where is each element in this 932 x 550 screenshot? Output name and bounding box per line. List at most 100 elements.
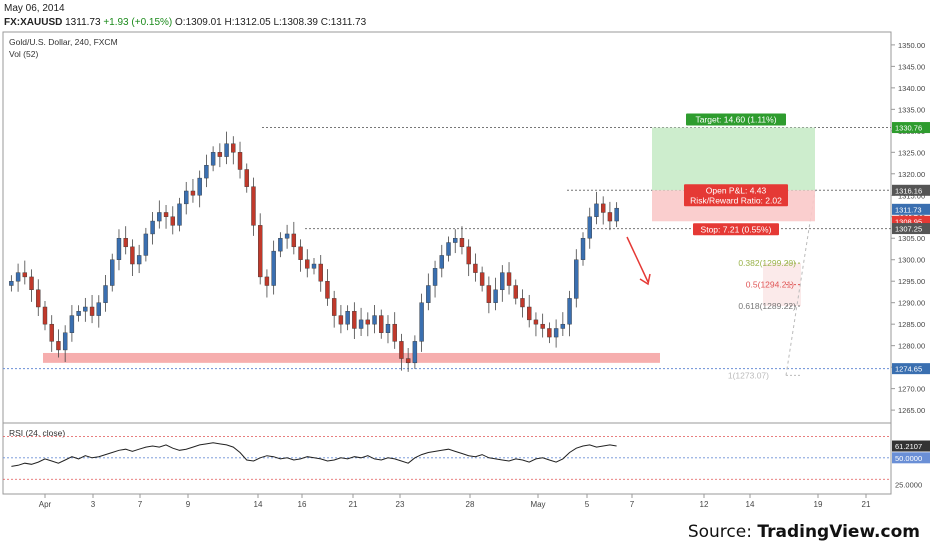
candle-down[interactable] [231,143,236,153]
candle-down[interactable] [251,186,256,226]
candle-up[interactable] [224,143,229,157]
candle-down[interactable] [29,276,34,291]
candle-up[interactable] [197,177,202,196]
candle-down[interactable] [298,246,303,260]
candle-down[interactable] [318,263,323,282]
candle-up[interactable] [116,238,122,260]
candle-down[interactable] [379,315,384,333]
candle-up[interactable] [446,242,451,256]
candle-down[interactable] [190,190,196,196]
candle-up[interactable] [204,164,209,179]
candle-up[interactable] [580,238,586,260]
candle-down[interactable] [123,238,128,248]
candle-down[interactable] [291,233,297,248]
candle-up[interactable] [271,250,276,286]
candle-up[interactable] [385,323,391,333]
candle-down[interactable] [479,272,485,286]
candle-up[interactable] [177,203,182,226]
candle-up[interactable] [412,341,418,364]
candle-down[interactable] [405,358,411,364]
pl-badge[interactable] [684,184,788,207]
candle-down[interactable] [170,216,175,226]
candle-up[interactable] [62,332,68,351]
candle-down[interactable] [459,238,465,248]
candle-up[interactable] [358,319,364,329]
candle-up[interactable] [136,255,142,265]
candle-up[interactable] [9,281,14,286]
stop-badge[interactable] [693,223,779,236]
candle-up[interactable] [567,298,572,325]
candle-down[interactable] [305,259,310,269]
candle-up[interactable] [103,285,108,303]
target-badge[interactable] [686,113,786,126]
candle-up[interactable] [432,268,438,286]
candle-down[interactable] [89,306,95,316]
candle-up[interactable] [594,203,599,217]
candle-down[interactable] [36,289,41,308]
candle-down[interactable] [520,298,525,308]
candle-up[interactable] [500,272,505,291]
source-brand[interactable]: TradingView.com [757,522,920,542]
candle-up[interactable] [184,190,189,205]
candle-down[interactable] [513,285,518,299]
candle-down[interactable] [325,281,330,299]
chart-canvas[interactable]: Gold/U.S. Dollar, 240, FXCM Vol (52) RSI… [0,0,932,516]
candle-down[interactable] [338,315,344,325]
candle-down[interactable] [547,328,552,338]
candle-up[interactable] [143,233,149,256]
candle-down[interactable] [352,311,357,329]
candle-down[interactable] [244,169,249,187]
candle-down[interactable] [42,306,48,325]
candle-up[interactable] [574,259,579,299]
candle-up[interactable] [587,216,592,239]
candle-down[interactable] [540,323,545,329]
candle-down[interactable] [392,323,397,342]
candle-down[interactable] [217,152,223,157]
candle-down[interactable] [527,306,532,321]
candle-up[interactable] [426,285,431,303]
candle-up[interactable] [110,259,115,286]
candle-up[interactable] [560,323,566,329]
candle-down[interactable] [365,319,371,325]
rsi-line[interactable] [11,442,617,467]
candle-up[interactable] [284,233,290,239]
candle-up[interactable] [69,315,75,333]
candle-up[interactable] [345,311,350,325]
candle-down[interactable] [130,246,135,265]
candle-down[interactable] [473,263,478,273]
candle-down[interactable] [607,212,613,222]
candle-down[interactable] [533,319,539,325]
candle-up[interactable] [419,302,424,342]
candle-up[interactable] [614,207,619,222]
candle-up[interactable] [453,238,458,243]
candle-up[interactable] [210,152,216,166]
candle-down[interactable] [399,341,404,359]
candle-down[interactable] [49,323,54,342]
rsi-mid-label: 50.0000 [895,454,922,463]
candle-down[interactable] [600,203,606,213]
candle-down[interactable] [22,272,28,278]
candle-up[interactable] [157,212,162,222]
candle-down[interactable] [257,225,263,278]
candle-up[interactable] [83,306,88,312]
candle-up[interactable] [76,311,81,316]
candle-down[interactable] [486,285,492,303]
candle-up[interactable] [96,302,101,316]
candle-up[interactable] [311,263,317,269]
candle-up[interactable] [553,328,559,338]
candle-down[interactable] [237,152,243,170]
candle-up[interactable] [493,289,498,303]
candle-up[interactable] [278,238,283,252]
candle-up[interactable] [439,255,444,269]
candle-down[interactable] [56,341,61,351]
candle-down[interactable] [163,212,169,217]
candle-down[interactable] [506,272,512,286]
candle-up[interactable] [150,220,155,235]
target-label: Target: 14.60 (1.11%) [695,115,776,125]
candle-down[interactable] [331,298,337,316]
candle-up[interactable] [15,272,21,282]
candle-down[interactable] [466,246,471,265]
forecast-arrow[interactable] [626,236,651,286]
candle-up[interactable] [372,315,377,325]
candle-down[interactable] [264,276,270,286]
